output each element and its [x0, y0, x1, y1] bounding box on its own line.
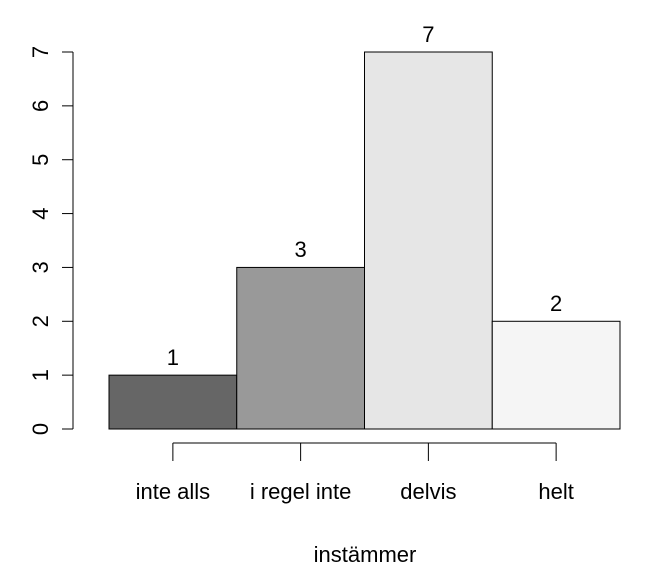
value-label: 2	[550, 291, 562, 316]
y-tick-label: 0	[28, 423, 53, 435]
x-axis-title: instämmer	[314, 542, 417, 567]
value-label: 3	[295, 237, 307, 262]
y-tick-label: 6	[28, 100, 53, 112]
bar	[236, 266, 365, 430]
bar	[108, 374, 238, 430]
value-label: 1	[167, 345, 179, 370]
x-tick-label: helt	[538, 479, 573, 504]
x-tick-label: delvis	[400, 479, 456, 504]
y-tick-label: 1	[28, 369, 53, 381]
y-tick-label: 5	[28, 154, 53, 166]
y-tick-label: 7	[28, 46, 53, 58]
bar	[491, 320, 621, 430]
y-tick-label: 4	[28, 207, 53, 219]
x-tick-label: i regel inte	[250, 479, 352, 504]
x-tick-label: inte alls	[136, 479, 211, 504]
y-tick-label: 2	[28, 315, 53, 327]
y-tick-label: 3	[28, 261, 53, 273]
value-label: 7	[422, 22, 434, 47]
bar	[364, 51, 493, 430]
